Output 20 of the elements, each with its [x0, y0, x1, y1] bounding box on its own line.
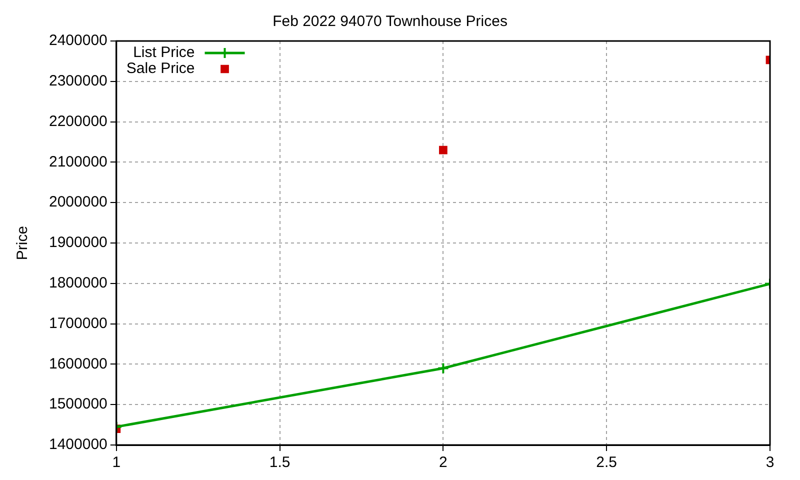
y-tick-label: 2100000 [48, 153, 108, 170]
legend-label: Sale Price [126, 60, 195, 78]
y-tick-label: 1400000 [48, 436, 108, 454]
x-tick-label: 1 [112, 454, 121, 472]
y-tick-label: 1500000 [48, 396, 108, 413]
y-tick-label: 1600000 [48, 355, 108, 372]
y-tick-label: 2200000 [48, 112, 108, 130]
x-tick-label: 3 [766, 454, 774, 472]
x-tick-label: 1.5 [269, 454, 290, 472]
y-tick-label: 1700000 [48, 314, 108, 332]
y-tick-label: 2400000 [48, 32, 108, 50]
x-tick-label: 2 [439, 454, 448, 472]
y-tick-label: 1800000 [48, 274, 108, 292]
y-tick-label: 1900000 [48, 234, 108, 252]
legend-label: List Price [133, 44, 195, 62]
chart-title: Feb 2022 94070 Townhouse Prices [272, 13, 508, 30]
y-axis-title: Price [14, 226, 32, 260]
x-tick-label: 2.5 [596, 454, 618, 472]
y-tick-label: 2300000 [48, 72, 108, 90]
y-tick-label: 2000000 [48, 194, 108, 211]
